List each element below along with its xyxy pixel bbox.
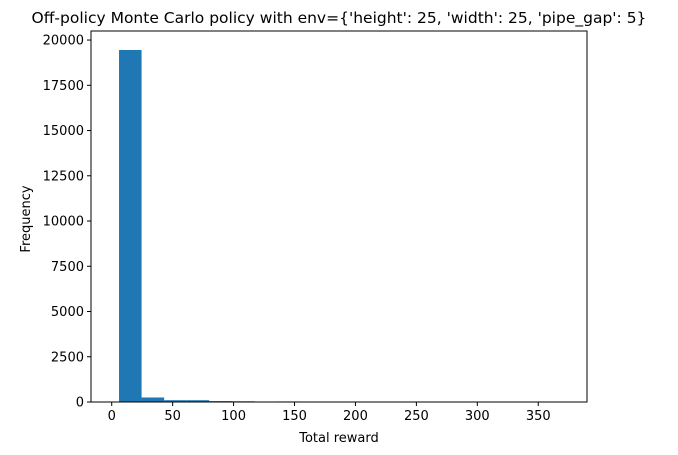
plot-frame	[90, 30, 588, 403]
y-tick-label: 17500	[43, 79, 84, 94]
y-tick-label: 5000	[51, 305, 84, 320]
x-tick-label: 200	[343, 409, 368, 424]
histogram-bar-0	[119, 50, 142, 402]
histogram-bars	[119, 50, 570, 402]
x-axis-ticks: 0 50 100 150 200 250 300 350	[108, 402, 551, 424]
y-tick-label: 12500	[43, 169, 84, 184]
y-tick-label: 20000	[43, 34, 84, 49]
x-tick-label: 250	[404, 409, 429, 424]
y-axis-label: Frequency	[19, 185, 34, 252]
chart-title: Off-policy Monte Carlo policy with env={…	[32, 9, 647, 28]
x-tick-label: 350	[526, 409, 551, 424]
x-tick-label: 150	[282, 409, 307, 424]
histogram-bar-2	[164, 400, 187, 402]
y-tick-label: 0	[76, 396, 84, 411]
y-axis-ticks: 0 2500 5000 7500 10000 12500 15000 17500 20000	[43, 34, 91, 411]
x-tick-label: 300	[465, 409, 490, 424]
y-tick-label: 15000	[43, 124, 84, 139]
x-tick-label: 50	[164, 409, 181, 424]
x-tick-label: 100	[221, 409, 246, 424]
x-tick-label: 0	[108, 409, 116, 424]
y-tick-label: 10000	[43, 215, 84, 230]
y-tick-label: 7500	[51, 260, 84, 275]
histogram-bar-3	[186, 400, 210, 402]
histogram-bar-1	[141, 397, 165, 402]
x-axis-label: Total reward	[298, 431, 379, 446]
y-tick-label: 2500	[51, 350, 84, 365]
